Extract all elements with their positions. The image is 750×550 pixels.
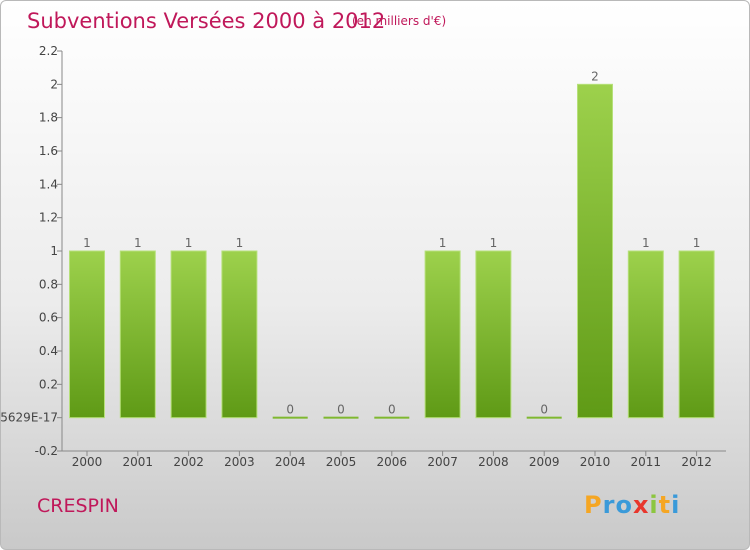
y-tick-label: 1.2 (39, 211, 58, 225)
x-tick-label: 2006 (377, 455, 408, 469)
data-label: 0 (388, 403, 396, 417)
x-tick-label: 2007 (427, 455, 458, 469)
logo-letter: o (615, 491, 633, 519)
bar (526, 416, 562, 419)
data-label: 1 (83, 236, 91, 250)
x-tick-label: 2010 (580, 455, 611, 469)
y-tick-label: 1.8 (39, 111, 58, 125)
bar (424, 250, 461, 419)
bar (577, 83, 613, 419)
y-tick-label: 1 (50, 244, 58, 258)
logo-letter: i (649, 491, 659, 519)
y-tick-label: 0.8 (39, 277, 58, 291)
data-label: 1 (439, 236, 447, 250)
data-label: 1 (185, 236, 193, 250)
y-tick-label: 0.4 (39, 344, 58, 358)
data-label: 0 (286, 403, 294, 417)
logo-letter: x (632, 491, 650, 519)
x-tick-label: 2011 (631, 455, 662, 469)
y-tick-label: -0.2 (35, 444, 58, 458)
bar (272, 416, 308, 419)
data-label: 1 (490, 236, 498, 250)
logo-letter: P (584, 491, 603, 519)
commune-name: CRESPIN (37, 495, 119, 517)
x-tick-label: 2008 (478, 455, 509, 469)
bar (69, 250, 105, 419)
data-label: 1 (693, 236, 701, 250)
y-tick-label: -15629E-17 (1, 411, 58, 425)
bar (374, 416, 410, 419)
y-tick-label: 0.6 (39, 311, 58, 325)
x-tick-label: 2002 (173, 455, 204, 469)
logo-letter: r (602, 491, 616, 519)
x-tick-label: 2001 (123, 455, 154, 469)
x-tick-label: 2012 (681, 455, 712, 469)
y-tick-label: 2.2 (39, 44, 58, 58)
bar (119, 250, 156, 419)
logo-letter: t (658, 491, 672, 519)
data-label: 0 (540, 403, 548, 417)
chart-title: Subventions Versées 2000 à 2012 (27, 9, 386, 33)
data-label: 1 (134, 236, 142, 250)
chart-subtitle: (en milliers d'€) (352, 14, 447, 28)
x-tick-label: 2000 (72, 455, 103, 469)
y-tick-label: 2 (50, 77, 58, 91)
bar (627, 250, 664, 419)
data-label: 0 (337, 403, 345, 417)
data-label: 1 (642, 236, 650, 250)
x-tick-label: 2005 (326, 455, 357, 469)
x-tick-label: 2003 (224, 455, 255, 469)
y-tick-label: 1.6 (39, 144, 58, 158)
y-tick-label: 1.4 (39, 177, 58, 191)
y-tick-label: 0.2 (39, 377, 58, 391)
bar (221, 250, 258, 419)
bar (678, 250, 715, 419)
data-label: 2 (591, 69, 599, 83)
bar (170, 250, 207, 419)
x-tick-label: 2004 (275, 455, 306, 469)
x-tick-label: 2009 (529, 455, 560, 469)
bar (475, 250, 512, 419)
data-label: 1 (236, 236, 244, 250)
bar (323, 416, 359, 419)
proxiti-logo: Proxiti (584, 491, 680, 519)
logo-letter: i (671, 491, 681, 519)
